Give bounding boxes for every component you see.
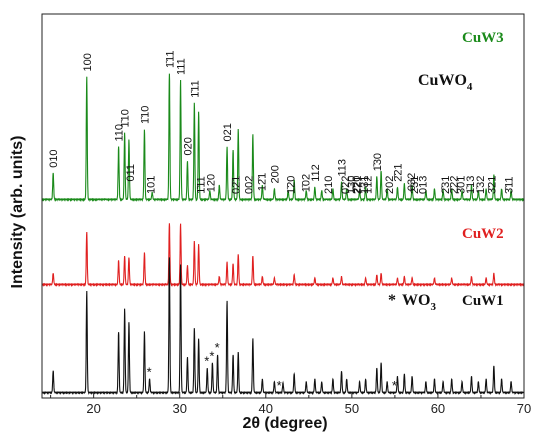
series-line-cuw3 (41, 73, 525, 203)
peak-label: 1̄30 (372, 153, 384, 171)
peak-label: 1̄11 (189, 80, 201, 98)
peak-label: 1̄11 (164, 50, 176, 68)
peak-label: 130 (346, 176, 358, 194)
peak-label: 3̄01 (455, 176, 467, 194)
x-tick-label: 20 (86, 401, 100, 416)
peak-label: 020 (183, 137, 195, 155)
peak-label: 021 (222, 123, 234, 141)
peak-label: 1̄02 (300, 174, 312, 192)
peak-label: 112 (310, 164, 322, 182)
peak-label: 010 (48, 149, 60, 167)
peak-label: 1̄10 (139, 106, 151, 124)
x-tick-label: 70 (517, 401, 531, 416)
peak-label: 1̄12 (362, 176, 374, 194)
peak-label: 1̄13 (465, 176, 477, 194)
wo3-star-marker: * (215, 340, 220, 355)
peak-label: 2̄20 (351, 176, 363, 194)
series-line-cuw2 (41, 223, 525, 288)
chart-title: CuWO4 (418, 72, 473, 93)
peak-label: 110 (114, 124, 126, 142)
peak-label: 200 (269, 165, 281, 183)
peak-label: 002 (244, 176, 256, 194)
peak-label: 202 (384, 176, 396, 194)
peak-label: 1̄32 (475, 176, 487, 194)
peak-label: 013 (417, 176, 429, 194)
wo3-star-marker: * (209, 348, 214, 363)
wo3-star-marker: * (147, 365, 152, 380)
peak-label: 02̄1 (231, 176, 243, 194)
peak-label: 12̄1 (257, 173, 269, 191)
wo3-legend: * WO3 (388, 292, 436, 313)
peak-label: 1̄10 (120, 109, 132, 127)
wo3-star-marker: * (204, 354, 209, 369)
peak-label: 100 (82, 53, 94, 71)
chart-title-subscript: 4 (467, 81, 473, 93)
x-axis-title: 2θ (degree) (242, 415, 327, 432)
series-label-cuw1: CuW1 (462, 293, 504, 309)
peak-label: 1̄20 (286, 176, 298, 194)
peak-label: 2̄22 (448, 176, 460, 194)
wo3-star-marker: * (392, 378, 397, 393)
peak-label: 2̄21 (393, 163, 405, 181)
wo3-star-marker: * (277, 378, 282, 393)
peak-label: 111 (176, 58, 188, 75)
peak-label: 2̄31 (409, 176, 421, 194)
series-line-cuw1 (41, 257, 525, 396)
plot-frame (41, 13, 525, 399)
peak-label: 032 (406, 173, 418, 191)
peak-label: 120 (206, 174, 218, 192)
y-axis-title: Intensity (arb. units) (9, 136, 26, 289)
peak-label: 101 (146, 176, 158, 194)
axes: 20 30 40 50 60 70 (41, 13, 531, 416)
peak-label: 2̄21 (352, 176, 364, 194)
peak-label: 2̄31 (440, 176, 452, 194)
peak-label: 011 (125, 164, 137, 182)
series-label-cuw2: CuW2 (462, 226, 504, 242)
peak-label: 113 (337, 159, 349, 177)
peak-label: 3̄21 (486, 176, 498, 194)
peak-label: 210 (323, 176, 335, 194)
x-tick-label: 30 (172, 401, 186, 416)
x-tick-label: 60 (431, 401, 445, 416)
x-tick-label: 50 (345, 401, 359, 416)
peak-label: 1̄11 (195, 176, 207, 194)
series-label-cuw3: CuW3 (462, 30, 504, 46)
peak-label: 131 (359, 176, 371, 194)
peak-label: 0̄22 (340, 176, 352, 194)
peak-label: 3̄11 (504, 176, 516, 194)
x-tick-label: 40 (259, 401, 273, 416)
